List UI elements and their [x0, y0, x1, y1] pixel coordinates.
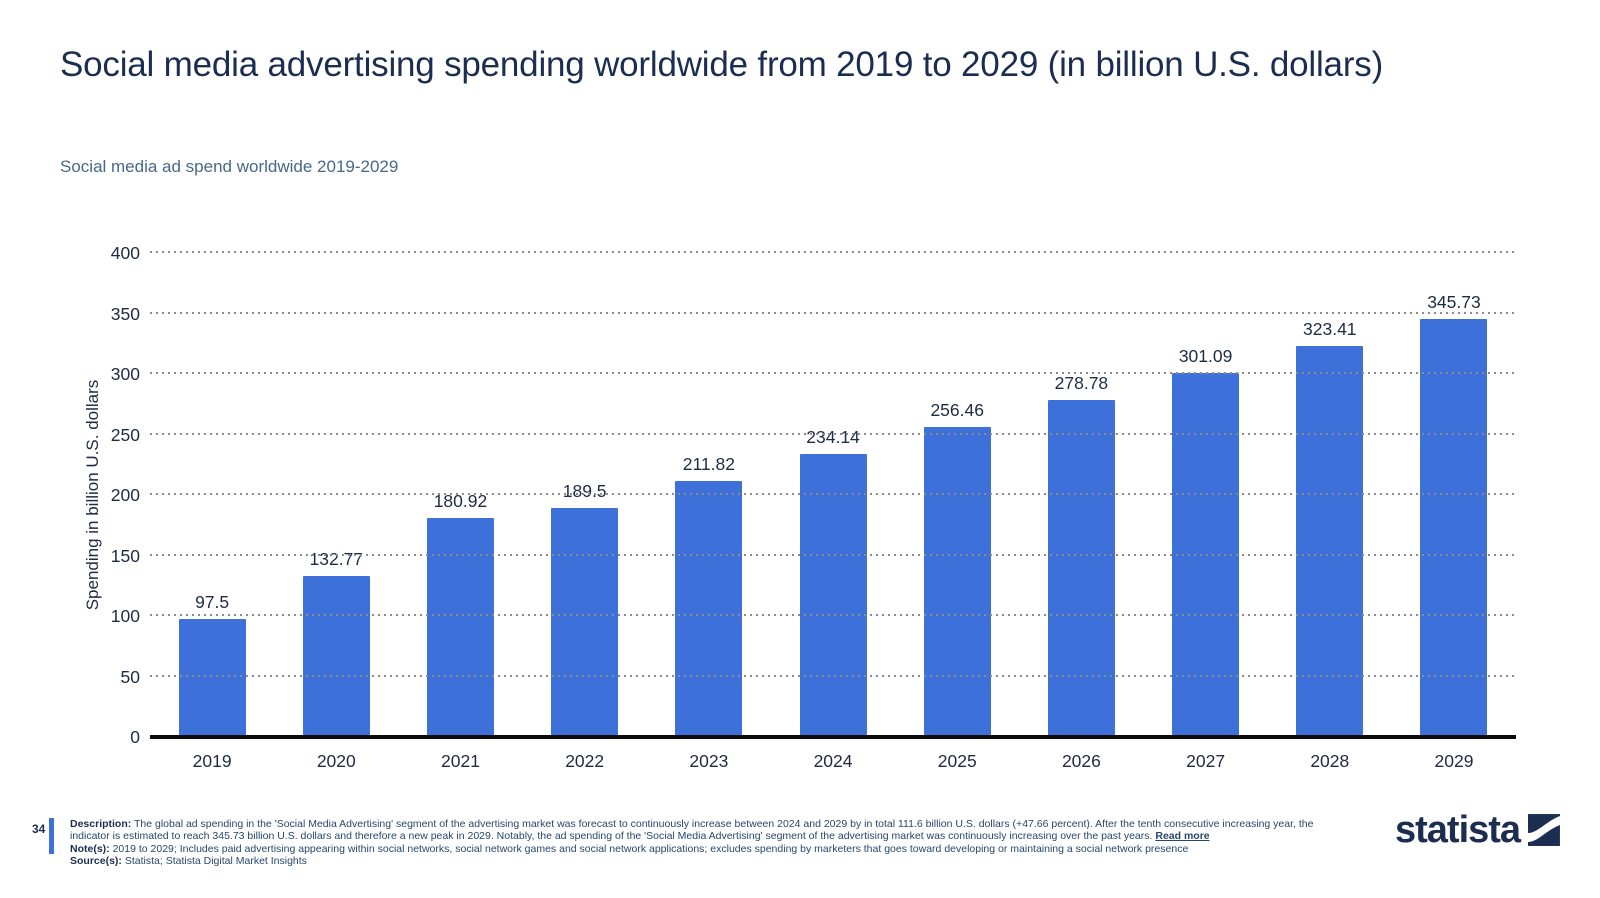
bar-value-label: 301.09 — [1178, 345, 1233, 366]
read-more-link[interactable]: Read more — [1155, 830, 1210, 843]
bar-slot: 132.77 — [274, 253, 398, 737]
page-number: 34 — [32, 822, 46, 836]
bar-slot: 278.78 — [1019, 253, 1143, 737]
bar — [1296, 345, 1364, 737]
footer-text: Description: The global ad spending in t… — [70, 818, 1330, 868]
statista-brand: statista — [1395, 809, 1560, 851]
bar — [302, 576, 370, 737]
statista-logo-icon — [1528, 814, 1560, 846]
bar-value-label: 256.46 — [930, 399, 984, 420]
sources-line: Source(s): Statista; Statista Digital Ma… — [70, 855, 1330, 867]
gridline — [150, 251, 1516, 253]
gridline — [150, 614, 1516, 616]
x-tick-label: 2026 — [1061, 751, 1101, 771]
description-line: Description: The global ad spending in t… — [70, 818, 1330, 843]
bar-value-label: 189.5 — [562, 480, 607, 501]
bar-value-label: 97.5 — [195, 592, 230, 613]
gridline — [150, 432, 1516, 435]
bar — [799, 453, 867, 737]
y-tick-label: 150 — [110, 545, 140, 566]
bar — [675, 480, 743, 737]
x-tick-label: 2019 — [192, 751, 232, 771]
y-tick-label: 300 — [110, 364, 140, 384]
bar-slot: 256.46 — [895, 253, 1019, 737]
notes-text: 2019 to 2029; Includes paid advertising … — [112, 842, 1189, 855]
page-subtitle: Social media ad spend worldwide 2019-202… — [60, 157, 399, 176]
bar-value-label: 180.92 — [433, 491, 488, 512]
x-tick-label: 2021 — [441, 751, 480, 771]
x-tick-label: 2025 — [937, 751, 977, 771]
footer-accent-bar — [49, 818, 54, 854]
description-text: The global ad spending in the 'Social Me… — [70, 818, 1314, 843]
bar — [426, 518, 494, 737]
bar-slot: 97.5 — [150, 253, 274, 737]
bars-row: 97.5 132.77 180.92 189.5 211.82 234.14 256.46 2… — [150, 253, 1516, 737]
bar — [1420, 318, 1488, 737]
y-tick-label: 100 — [110, 606, 140, 626]
x-axis-labels: 2019 2020 2021 2022 2023 2024 2025 2026 2027 2028… — [150, 751, 1516, 772]
bar-value-label: 211.82 — [682, 453, 735, 474]
sources-label: Source(s): — [70, 855, 122, 868]
bar-slot: 211.82 — [647, 253, 771, 737]
bar-value-label: 278.78 — [1054, 372, 1109, 393]
y-tick-label: 350 — [110, 303, 140, 324]
y-axis-ticks: 0 50 100 150 200 250 300 350 400 — [80, 243, 140, 747]
y-tick-label: 50 — [120, 666, 140, 687]
x-tick-label: 2020 — [316, 751, 356, 771]
x-tick-label: 2022 — [565, 751, 605, 771]
x-tick-label: 2029 — [1434, 751, 1474, 771]
bar-slot: 345.73 — [1392, 253, 1516, 737]
notes-label: Note(s): — [70, 842, 110, 855]
sources-text: Statista; Statista Digital Market Insigh… — [124, 855, 307, 868]
gridline — [150, 372, 1516, 374]
x-axis-line — [150, 735, 1516, 739]
plot-area: 97.5 132.77 180.92 189.5 211.82 234.14 256.46 2… — [150, 251, 1516, 737]
bar-slot: 323.41 — [1268, 253, 1392, 737]
bar — [178, 619, 246, 737]
statista-wordmark: statista — [1395, 809, 1521, 851]
bar — [551, 507, 619, 737]
x-tick-label: 2027 — [1186, 751, 1226, 771]
bar-value-label: 234.14 — [806, 426, 860, 447]
bar-value-label: 132.77 — [309, 549, 364, 570]
bar — [923, 426, 991, 737]
description-label: Description: — [70, 818, 132, 830]
bar-slot: 189.5 — [523, 253, 647, 737]
gridline — [150, 553, 1516, 556]
y-tick-label: 400 — [110, 243, 140, 263]
x-tick-label: 2023 — [689, 751, 729, 771]
bar-slot: 234.14 — [771, 253, 895, 737]
bar-slot: 180.92 — [398, 253, 522, 737]
x-tick-label: 2024 — [813, 751, 853, 771]
y-tick-label: 200 — [110, 485, 140, 505]
x-tick-label: 2028 — [1310, 751, 1350, 771]
y-tick-label: 0 — [130, 727, 140, 747]
bar-slot: 301.09 — [1144, 253, 1268, 737]
y-tick-label: 250 — [110, 424, 140, 445]
notes-line: Note(s): 2019 to 2029; Includes paid adv… — [70, 843, 1330, 855]
bar — [1047, 399, 1115, 737]
bar-value-label: 323.41 — [1303, 318, 1357, 339]
page-title: Social media advertising spending worldw… — [60, 45, 1384, 84]
gridline — [150, 311, 1516, 314]
bar-value-label: 345.73 — [1427, 291, 1481, 312]
gridline — [150, 493, 1516, 495]
gridline — [150, 674, 1516, 677]
